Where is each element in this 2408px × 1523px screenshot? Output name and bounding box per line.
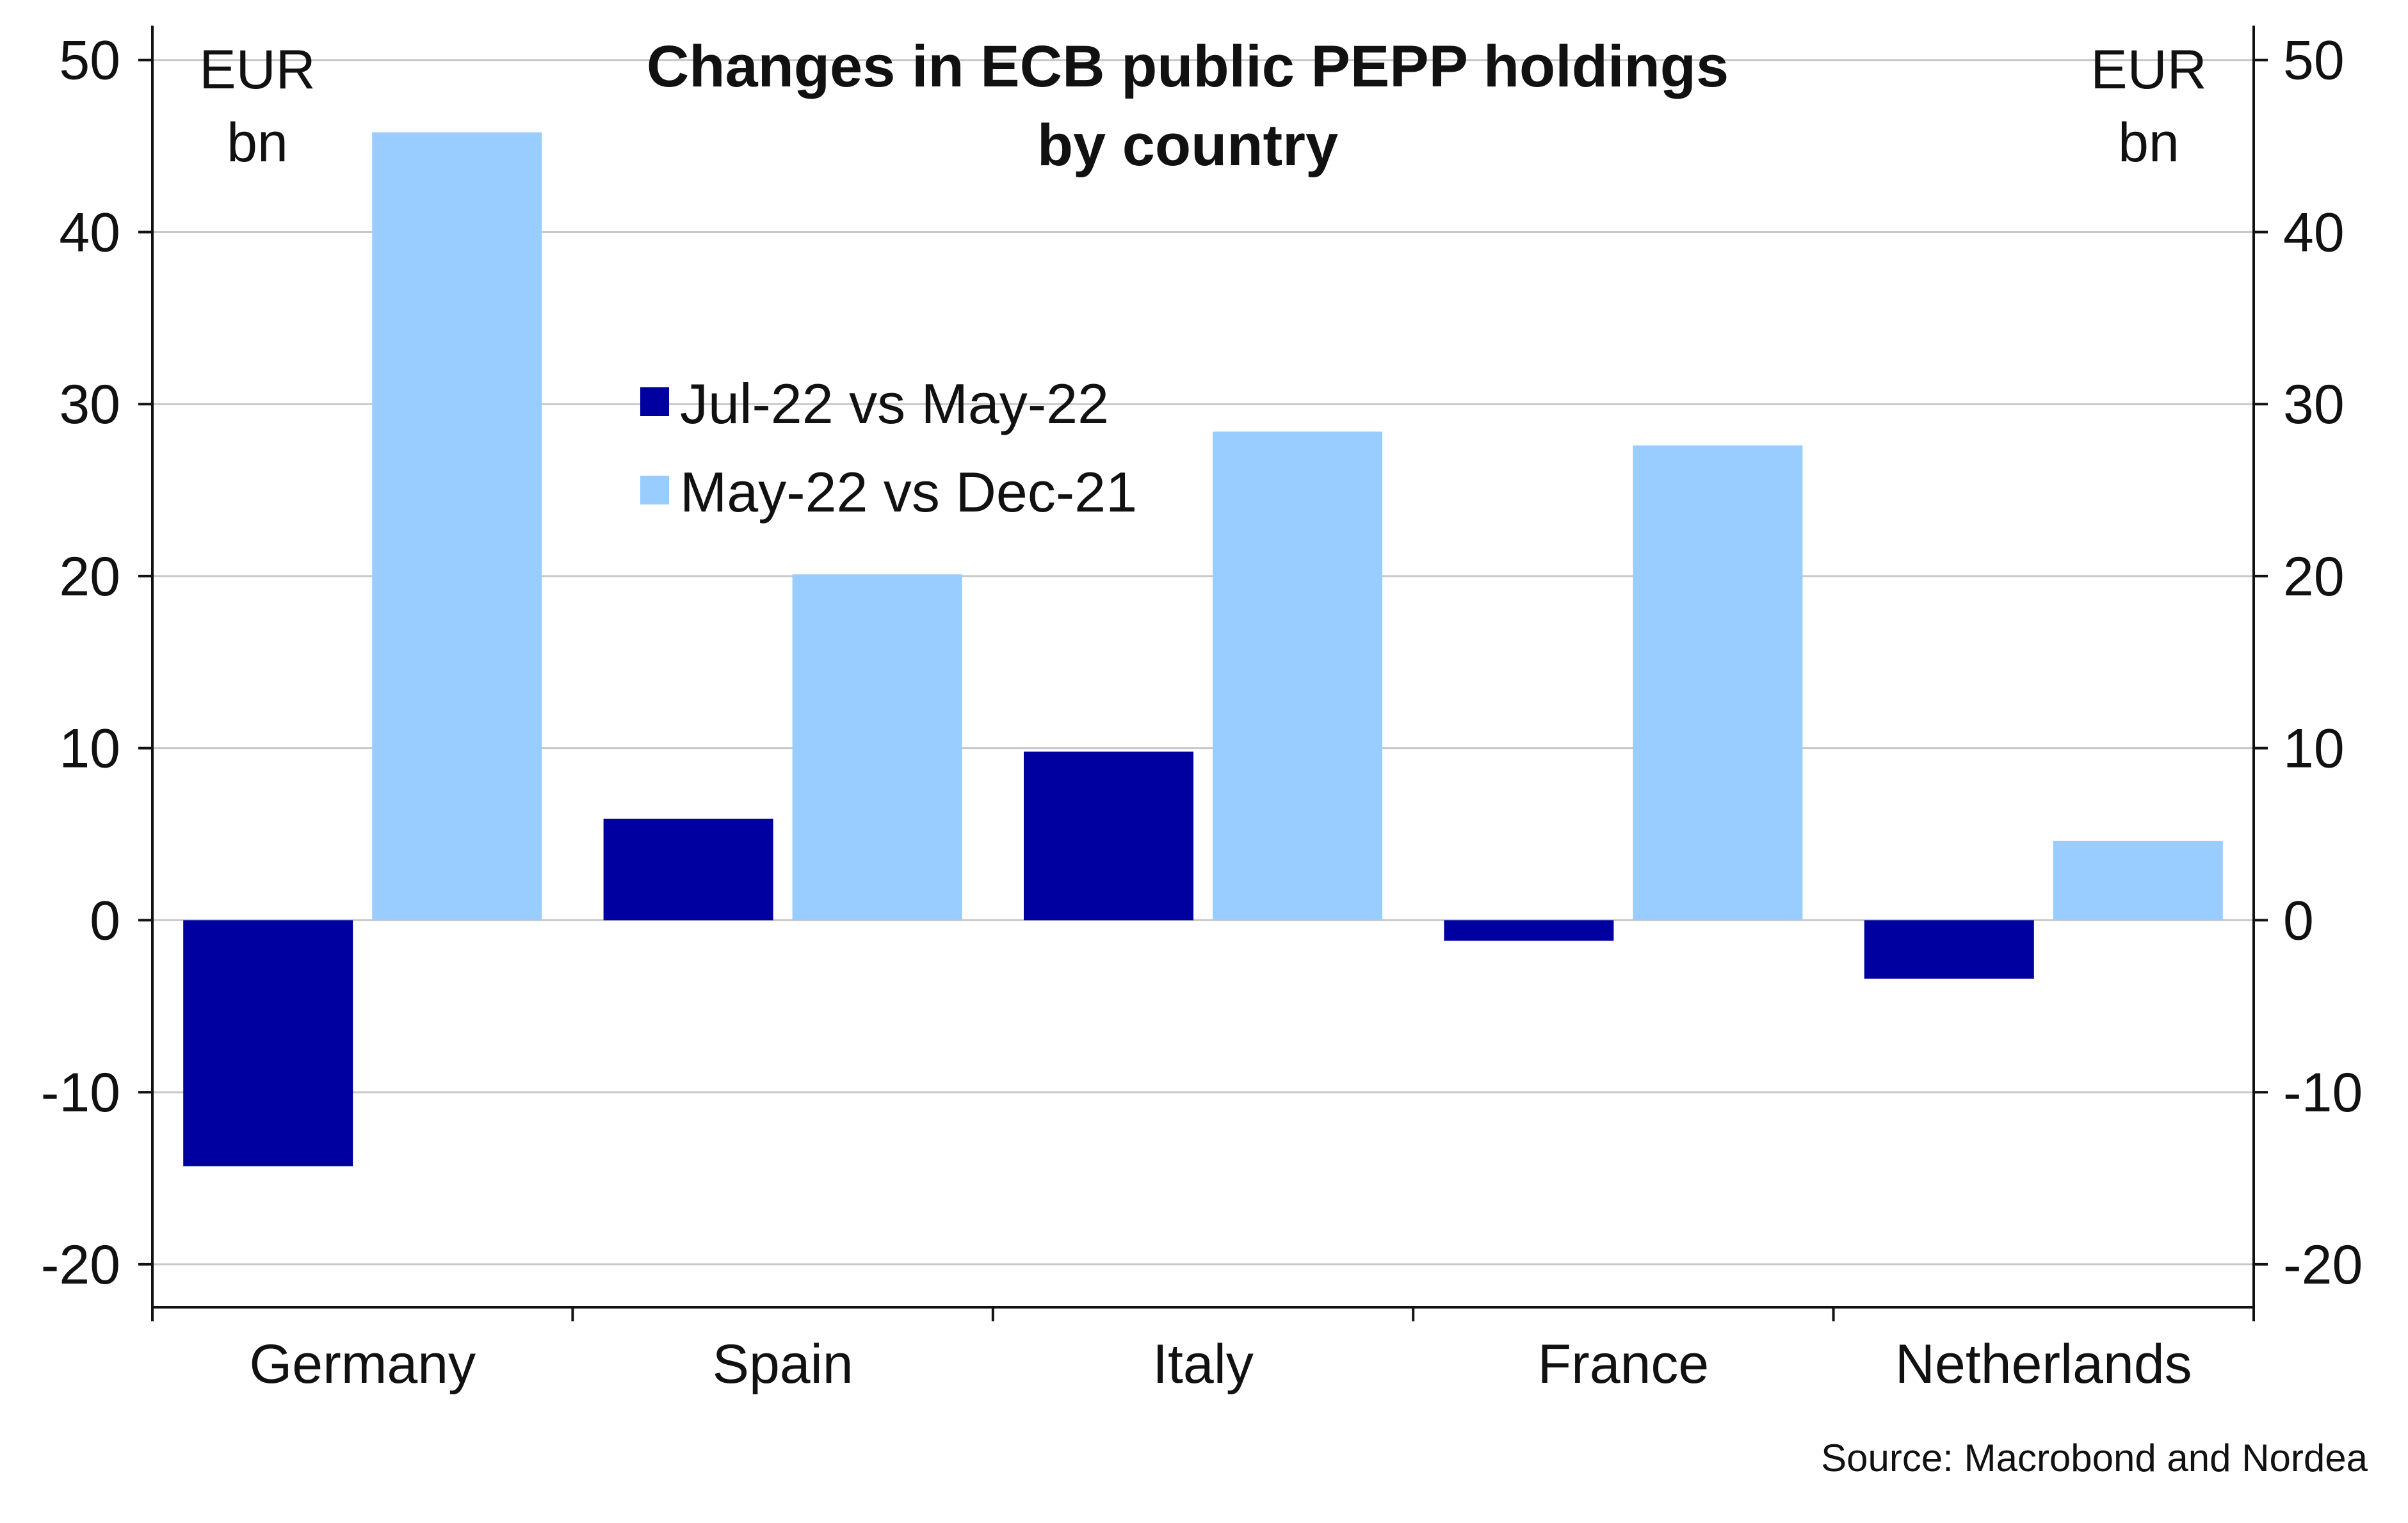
bar-germany-series-1 — [372, 132, 542, 921]
y-tick-label-right: 10 — [2283, 718, 2345, 780]
y-tick-label-right: -10 — [2283, 1062, 2363, 1124]
unit-right-line-2: bn — [2118, 112, 2179, 173]
y-tick-label-left: 40 — [59, 202, 120, 263]
chart-title: Changes in ECB public PEPP holdings by c… — [647, 34, 1729, 178]
axes — [151, 26, 2255, 1309]
chart-title-line-1: Changes in ECB public PEPP holdings — [647, 34, 1729, 99]
bar-italy-series-1 — [1213, 431, 1382, 921]
bar-netherlands-series-1 — [2053, 841, 2223, 921]
y-tick-labels: -20 -20 -10 -10 0 0 10 10 20 20 30 30 40 40 50 50 — [41, 30, 2363, 1296]
legend-swatch-jul22-vs-may22 — [640, 387, 669, 416]
y-tick-label-right: 40 — [2283, 202, 2345, 263]
legend-label-jul22-vs-may22: Jul-22 vs May-22 — [680, 372, 1109, 435]
y-tick-label-left: -20 — [41, 1234, 120, 1296]
x-tick-label: Germany — [249, 1334, 476, 1395]
bar-france-series-1 — [1633, 445, 1803, 921]
unit-label-right: EUR bn — [2090, 39, 2207, 173]
y-tick-label-right: -20 — [2283, 1234, 2363, 1296]
y-tick-label-right: 30 — [2283, 374, 2345, 435]
y-tick-label-left: 50 — [59, 30, 120, 92]
y-tick-label-left: 20 — [59, 546, 120, 608]
y-tick-label-left: 0 — [90, 890, 120, 951]
y-tick-label-left: -10 — [41, 1062, 120, 1124]
x-tick-label: France — [1538, 1334, 1709, 1395]
y-tick-label-right: 50 — [2283, 30, 2345, 92]
y-tick-label-left: 30 — [59, 374, 120, 435]
bar-spain-series-0 — [603, 818, 773, 921]
x-tick-label: Italy — [1152, 1334, 1254, 1395]
bar-netherlands-series-0 — [1864, 920, 2034, 979]
legend-swatch-may22-vs-dec21 — [640, 476, 669, 504]
unit-label-left: EUR bn — [199, 39, 316, 173]
x-tick-label: Netherlands — [1895, 1334, 2192, 1395]
bars — [183, 132, 2223, 1166]
unit-left-line-1: EUR — [199, 39, 316, 101]
chart-title-line-2: by country — [1037, 113, 1338, 178]
y-tick-label-left: 10 — [59, 718, 120, 780]
y-tick-label-right: 20 — [2283, 546, 2345, 608]
bar-italy-series-0 — [1024, 752, 1193, 921]
bar-france-series-0 — [1444, 920, 1614, 941]
y-tick-label-right: 0 — [2283, 890, 2314, 951]
x-tick-label: Spain — [713, 1334, 853, 1395]
unit-left-line-2: bn — [227, 112, 288, 173]
bar-germany-series-0 — [183, 920, 353, 1166]
legend-label-may22-vs-dec21: May-22 vs Dec-21 — [680, 460, 1137, 524]
bar-spain-series-1 — [792, 574, 962, 921]
source-note: Source: Macrobond and Nordea — [1821, 1437, 2368, 1479]
legend: Jul-22 vs May-22 May-22 vs Dec-21 — [640, 372, 1137, 524]
x-tick-labels: Germany Spain Italy France Netherlands — [151, 1307, 2255, 1395]
unit-right-line-1: EUR — [2090, 39, 2207, 101]
